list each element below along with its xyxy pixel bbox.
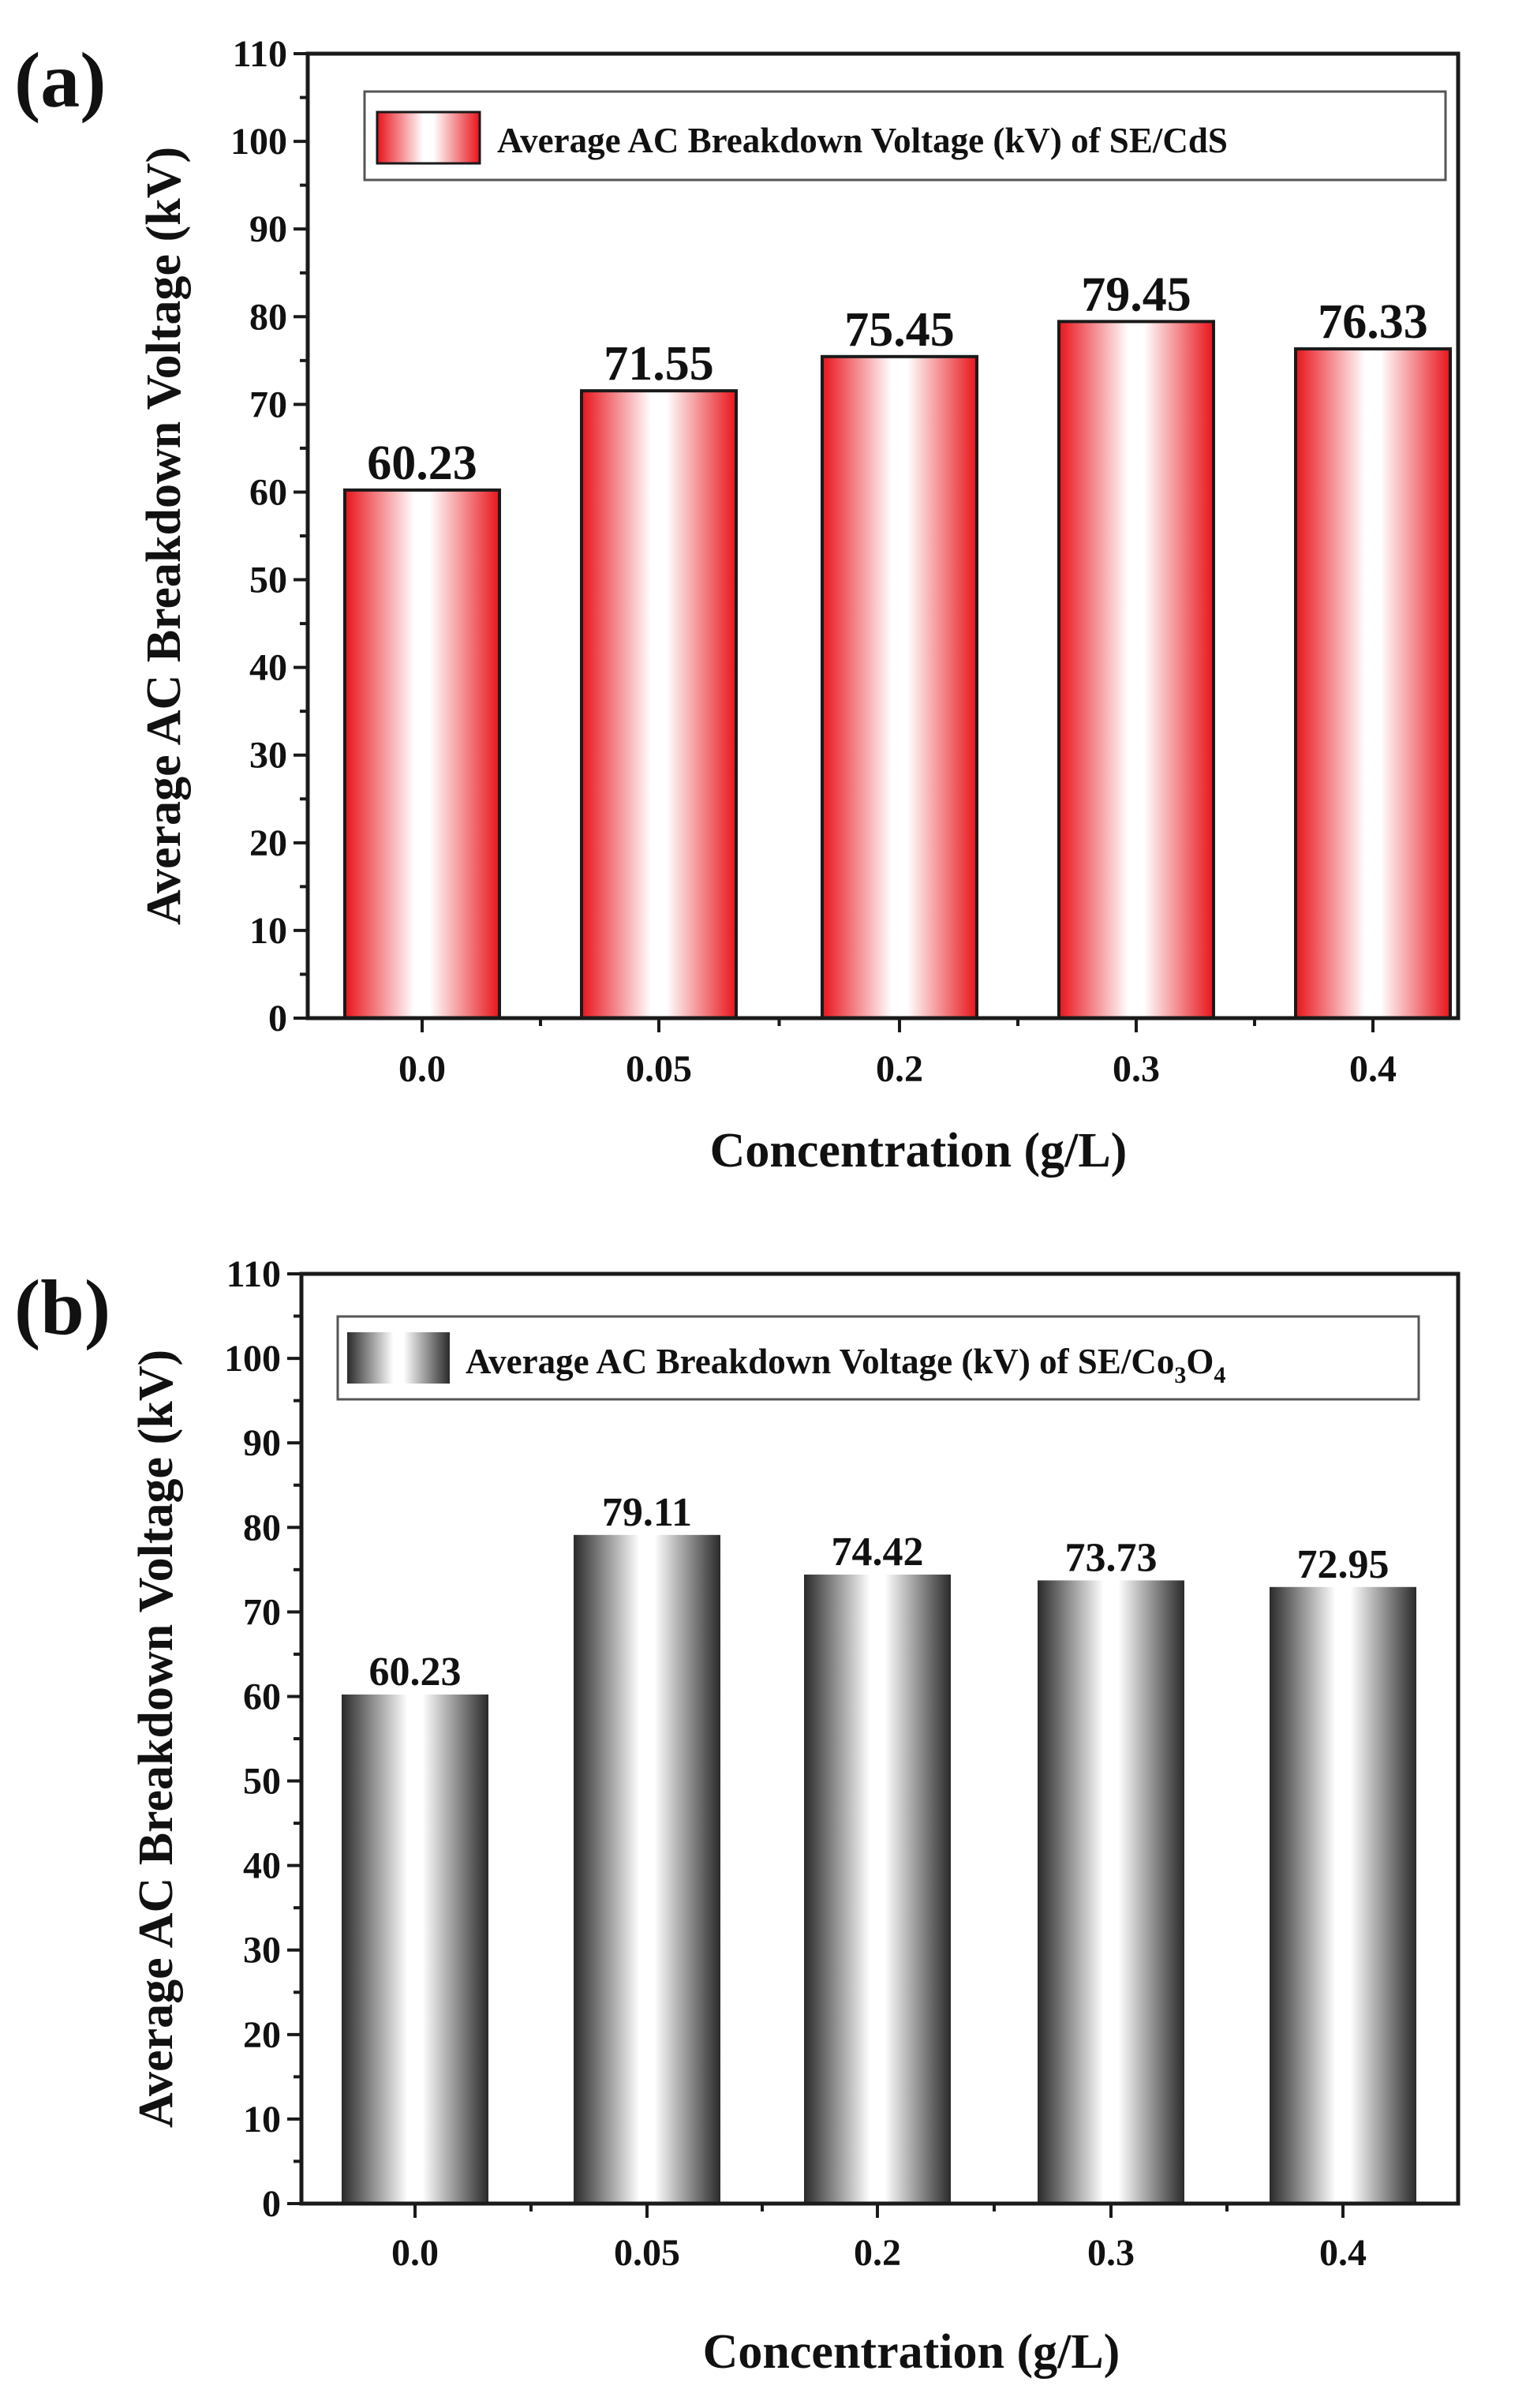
- y-tick-label-a-10: 100: [230, 121, 287, 163]
- bar-value-label-a-2: 75.45: [844, 303, 955, 357]
- ticks-group-a: 0 10 20 30 40 50 60 70 80 90 100 110 0.0 0.05 0.2 0.3 0.…: [230, 33, 1397, 1090]
- y-tick-label-b-10: 100: [224, 1338, 281, 1380]
- bar-b-2: [804, 1575, 951, 2204]
- bar-value-label-a-0: 60.23: [367, 436, 477, 490]
- y-tick-label-b-9: 90: [243, 1422, 281, 1464]
- y-tick-label-b-11: 110: [226, 1253, 281, 1295]
- y-tick-label-b-6: 60: [243, 1676, 281, 1717]
- bar-a-0: [343, 488, 501, 1020]
- panel-label-a: (a): [14, 36, 107, 124]
- bar-b-0: [342, 1694, 488, 2204]
- y-tick-label-b-0: 0: [262, 2183, 281, 2225]
- x-axis-title-b: Concentration (g/L): [703, 2325, 1120, 2379]
- x-tick-label-b-4: 0.4: [1319, 2232, 1367, 2274]
- y-tick-label-a-1: 10: [249, 910, 287, 952]
- y-axis-title-a: Average AC Breakdown Voltage (kV): [137, 147, 191, 925]
- x-tick-label-b-0: 0.0: [391, 2232, 439, 2274]
- bar-b-3: [1038, 1580, 1184, 2204]
- plot-frame-a: [305, 51, 1461, 1020]
- y-axis-title-b: Average AC Breakdown Voltage (kV): [129, 1350, 183, 2128]
- x-tick-label-a-3: 0.3: [1113, 1048, 1160, 1090]
- chart-panel-a: (a) 60.23 71.55 75.45 79.45 76.33 0 10 20 30 40 5…: [14, 33, 1461, 1178]
- panel-label-b: (b): [14, 1264, 110, 1351]
- legend-box-b: [336, 1315, 1420, 1401]
- x-tick-label-b-2: 0.2: [854, 2232, 901, 2274]
- bar-b-1: [574, 1534, 720, 2204]
- y-tick-label-b-4: 40: [243, 1845, 281, 1887]
- ticks-group-b: 0 10 20 30 40 50 60 70 80 90 100 110 0.0 0.05 0.2 0.3 0.…: [224, 1253, 1367, 2274]
- bar-value-label-b-1: 79.11: [602, 1490, 692, 1535]
- y-tick-label-a-2: 20: [249, 822, 287, 864]
- legend-label-b-sub1: 3: [1174, 1362, 1186, 1388]
- y-tick-label-b-2: 20: [243, 2014, 281, 2056]
- y-tick-label-a-4: 40: [249, 647, 287, 689]
- legend-label-b-mid: O: [1186, 1342, 1214, 1381]
- y-tick-label-b-1: 10: [243, 2099, 281, 2140]
- bar-a-4: [1294, 347, 1452, 1020]
- legend-label-b-sub2: 4: [1214, 1362, 1225, 1388]
- bar-a-3: [1057, 320, 1215, 1020]
- plot-frame-b: [299, 1271, 1461, 2206]
- y-tick-label-a-11: 110: [233, 33, 287, 75]
- bar-b-4: [1270, 1586, 1416, 2204]
- x-axis-title-a: Concentration (g/L): [710, 1124, 1128, 1178]
- y-tick-label-b-7: 70: [243, 1591, 281, 1633]
- y-tick-label-b-3: 30: [243, 1930, 281, 1972]
- legend-label-b-main: Average AC Breakdown Voltage (kV) of SE/…: [466, 1342, 1174, 1381]
- bar-value-label-a-1: 71.55: [604, 337, 714, 391]
- bar-value-label-b-0: 60.23: [369, 1650, 462, 1695]
- bar-value-label-b-3: 73.73: [1065, 1535, 1158, 1580]
- legend-b: Average AC Breakdown Voltage (kV) of SE/…: [336, 1315, 1420, 1401]
- x-tick-label-a-0: 0.0: [398, 1048, 446, 1090]
- x-tick-label-a-2: 0.2: [876, 1048, 923, 1090]
- x-tick-label-a-1: 0.05: [626, 1048, 692, 1090]
- x-tick-label-b-1: 0.05: [614, 2232, 680, 2274]
- chart-panel-b: (b) 60.23 79.11 74.42 73.73 72.95 0 10 20 30 40 5…: [14, 1253, 1461, 2379]
- y-tick-label-a-6: 60: [249, 471, 287, 513]
- legend-label-b: Average AC Breakdown Voltage (kV) of SE/…: [466, 1342, 1225, 1388]
- bar-value-label-b-4: 72.95: [1297, 1542, 1389, 1587]
- y-tick-label-b-8: 80: [243, 1507, 281, 1549]
- bar-value-label-a-4: 76.33: [1318, 295, 1428, 349]
- y-tick-label-b-5: 50: [243, 1761, 281, 1803]
- legend-label-a: Average AC Breakdown Voltage (kV) of SE/…: [497, 121, 1228, 160]
- bars-group-a: 60.23 71.55 75.45 79.45 76.33: [343, 268, 1452, 1020]
- x-tick-label-b-3: 0.3: [1087, 2232, 1135, 2274]
- bar-value-label-b-2: 74.42: [832, 1530, 924, 1575]
- bar-value-label-a-3: 79.45: [1081, 268, 1191, 321]
- y-tick-label-a-9: 90: [249, 208, 287, 250]
- legend-swatch-a: [376, 110, 481, 165]
- legend-box-a: [363, 90, 1447, 182]
- y-tick-label-a-5: 50: [249, 560, 287, 601]
- y-tick-label-a-7: 70: [249, 384, 287, 425]
- y-tick-label-a-0: 0: [268, 998, 287, 1039]
- legend-a: Average AC Breakdown Voltage (kV) of SE/…: [363, 90, 1447, 182]
- y-tick-label-a-8: 80: [249, 296, 287, 338]
- bar-a-2: [821, 354, 978, 1020]
- x-tick-label-a-4: 0.4: [1349, 1048, 1397, 1090]
- bars-group-b: 60.23 79.11 74.42 73.73 72.95: [342, 1490, 1416, 2204]
- bar-a-1: [580, 389, 738, 1020]
- legend-swatch-b: [347, 1332, 450, 1384]
- y-tick-label-a-3: 30: [249, 735, 287, 777]
